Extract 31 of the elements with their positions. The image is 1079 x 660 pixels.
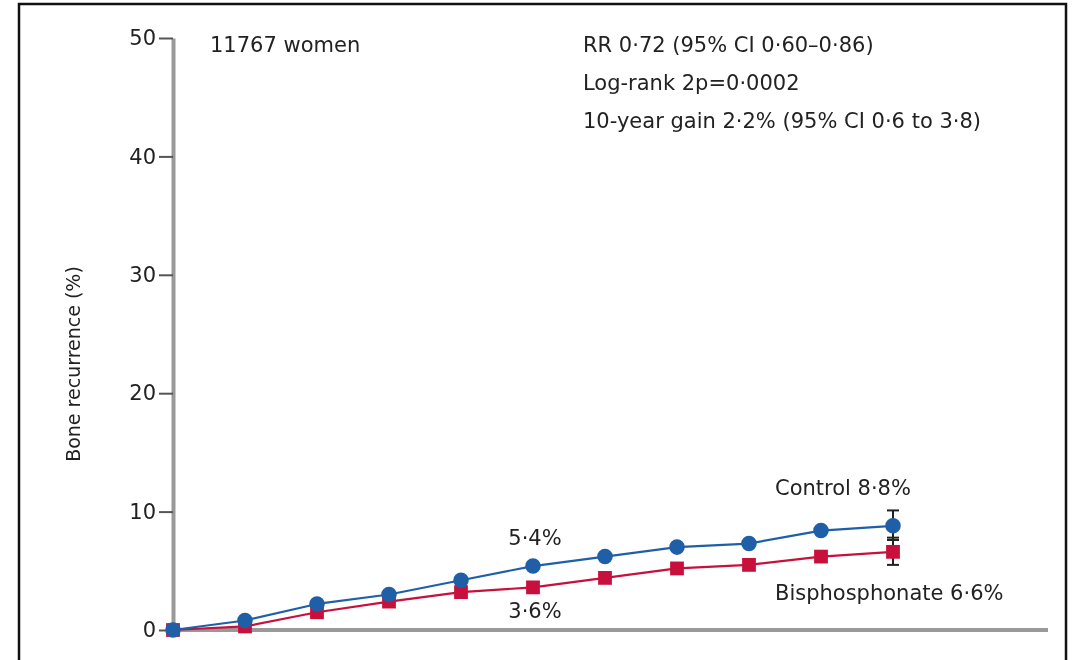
y-tick-label: 30	[129, 263, 156, 288]
point	[237, 612, 253, 629]
point	[598, 571, 612, 585]
point	[670, 561, 684, 576]
annotation: Bisphosphonate 6·6%	[775, 581, 1004, 605]
annotation: 3·6%	[508, 599, 562, 623]
y-axis-title: Bone recurrence (%)	[62, 266, 84, 462]
annotation: Control 8·8%	[775, 476, 911, 500]
point	[309, 596, 325, 612]
point	[669, 539, 685, 555]
point	[525, 558, 541, 574]
point	[741, 535, 757, 552]
y-tick-label: 40	[129, 144, 156, 169]
annotation: 11767 women	[210, 33, 361, 57]
annotation: Log-rank 2p=0·0002	[583, 71, 800, 95]
point	[742, 557, 756, 572]
point	[813, 522, 829, 539]
annotation: RR 0·72 (95% CI 0·60–0·86)	[583, 33, 874, 57]
y-tick-label: 20	[129, 381, 156, 406]
point	[885, 518, 901, 534]
point	[597, 548, 613, 565]
point	[381, 586, 397, 603]
y-tick-label: 0	[142, 618, 156, 643]
annotation: 5·4%	[508, 526, 562, 550]
point	[453, 572, 469, 589]
point	[814, 549, 828, 564]
y-tick-label: 50	[129, 26, 156, 51]
point	[886, 544, 900, 559]
point	[526, 580, 540, 595]
annotation: 10-year gain 2·2% (95% CI 0·6 to 3·8)	[583, 109, 981, 133]
y-tick-label: 10	[129, 499, 156, 524]
